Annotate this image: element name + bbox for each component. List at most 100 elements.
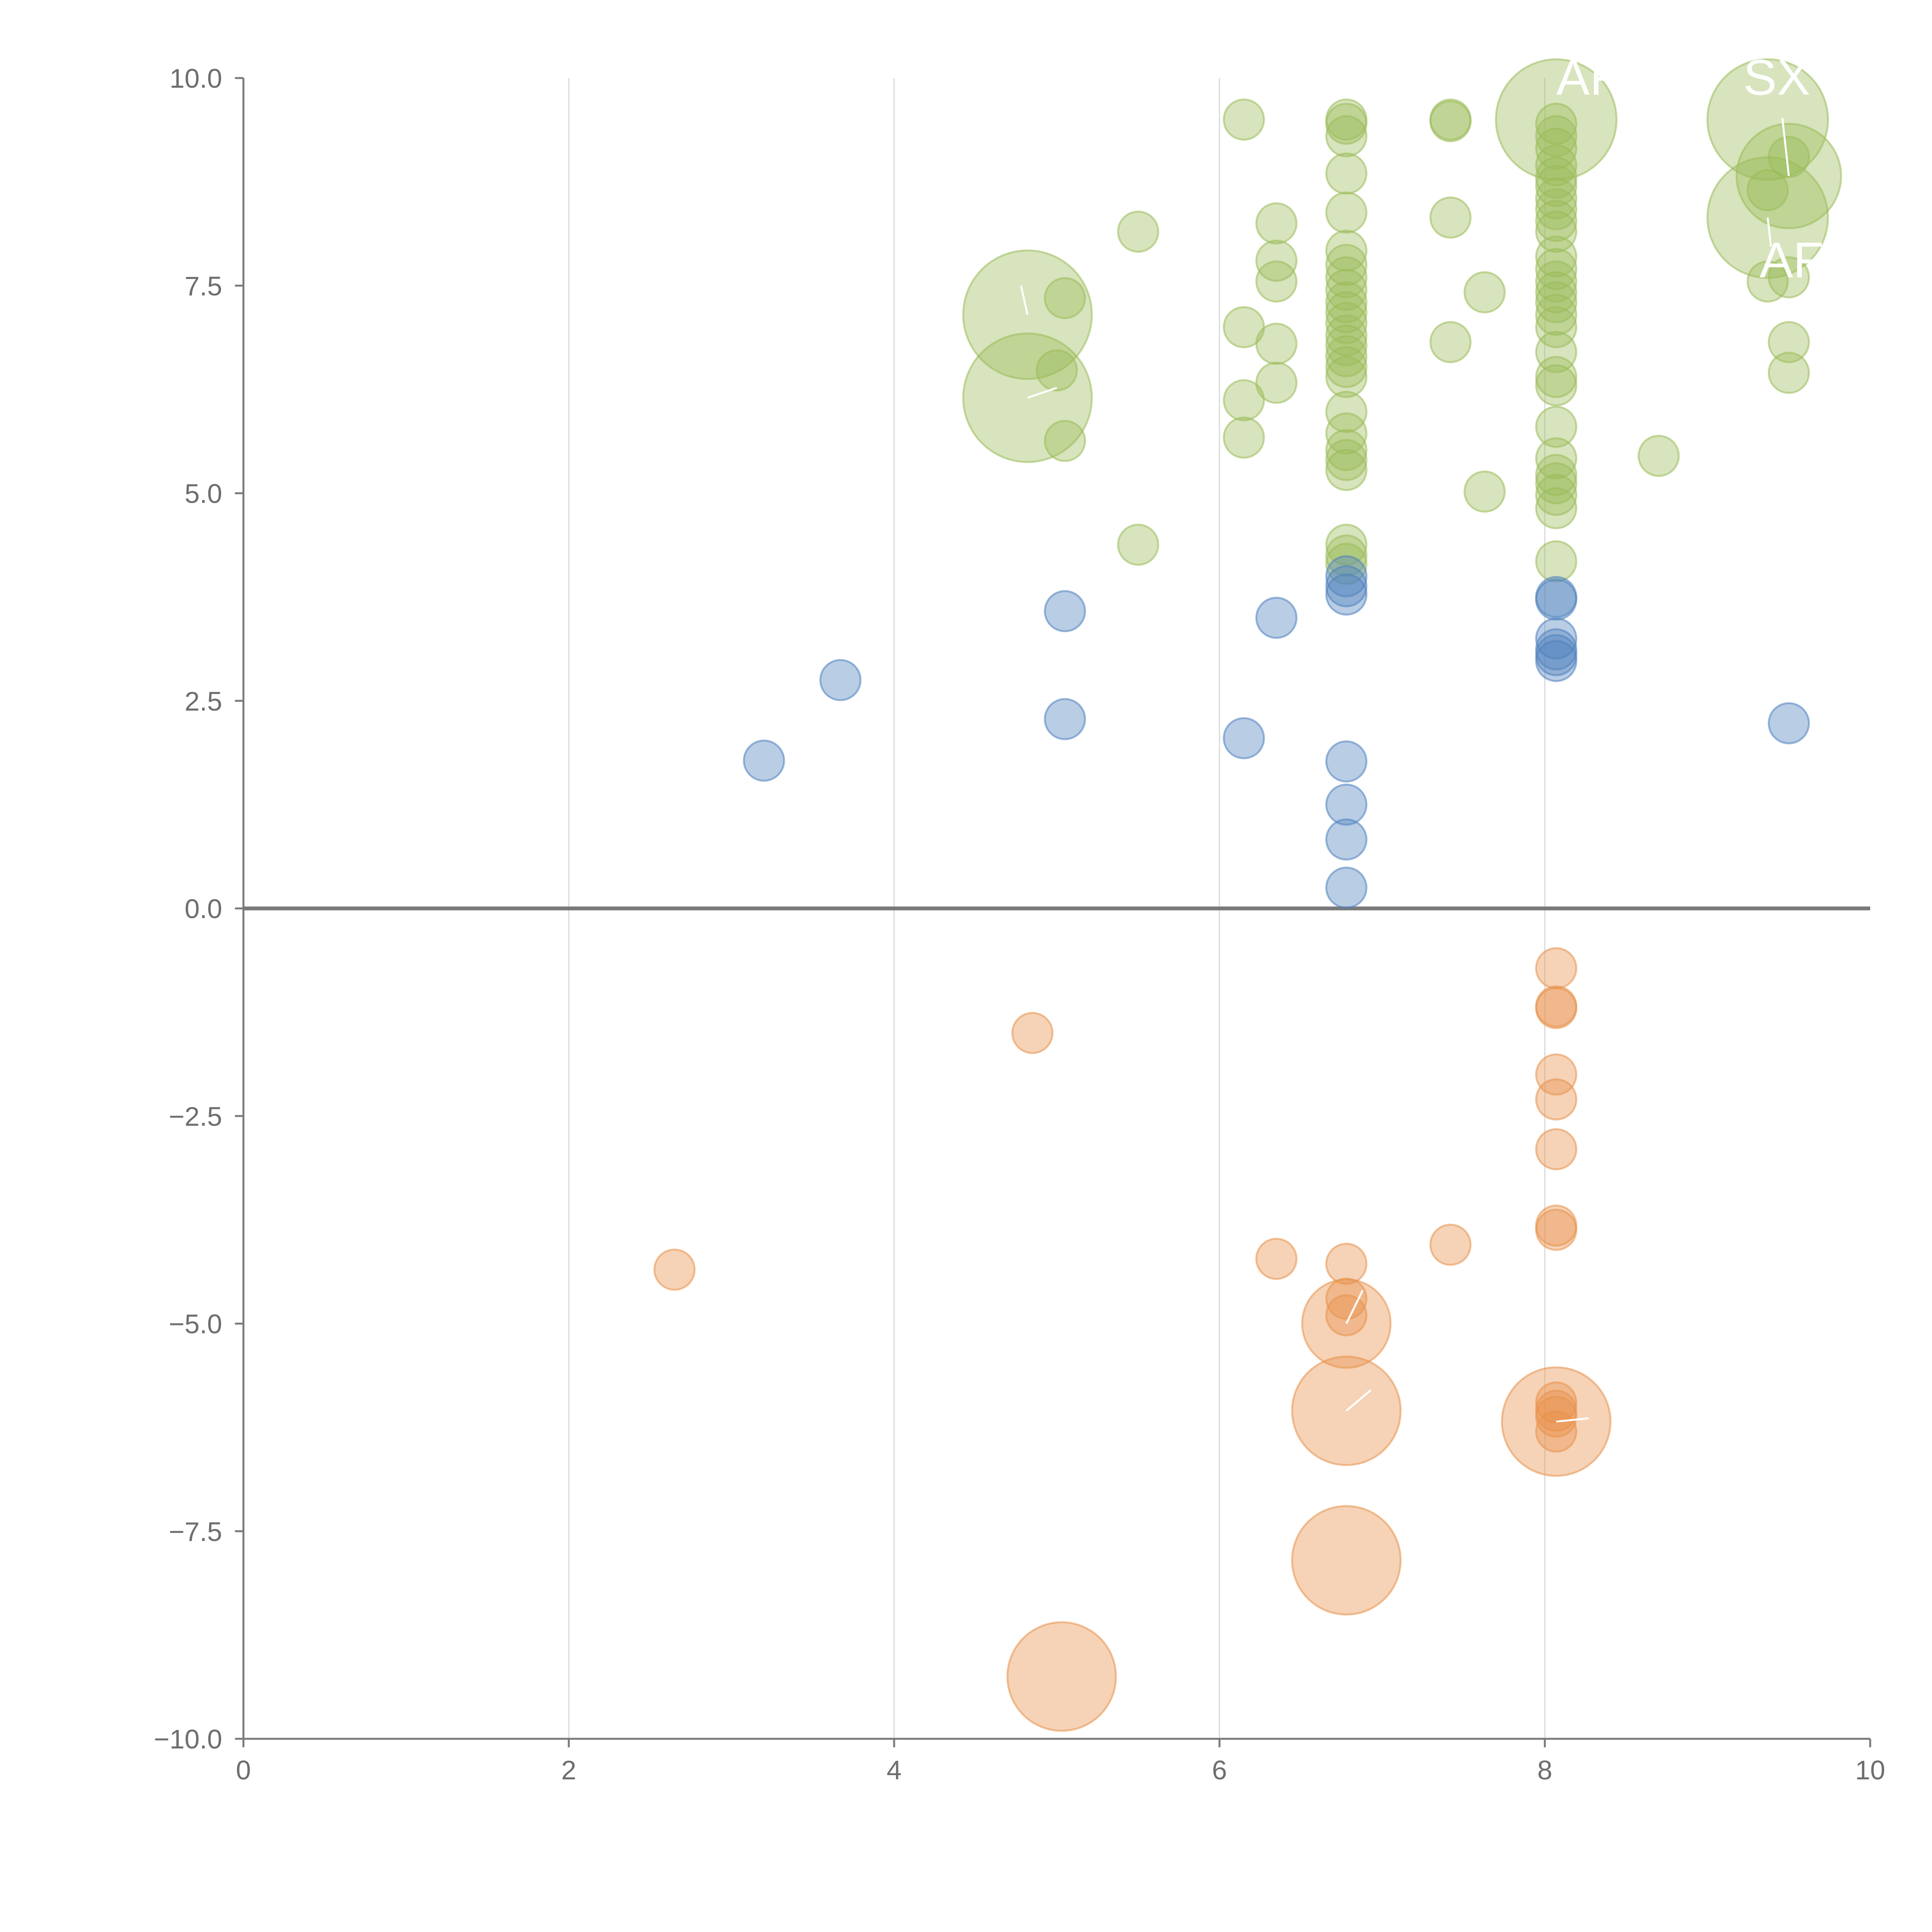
- bubble-green: [1768, 256, 1810, 299]
- bubble-green: [1325, 324, 1367, 367]
- bubble-orange: [1535, 1078, 1577, 1121]
- y-tick-label: −5.0: [169, 1309, 222, 1339]
- y-tick-label: −10.0: [154, 1724, 222, 1754]
- y-tick-label: 0.0: [185, 894, 222, 924]
- label-leader: [1027, 387, 1057, 399]
- label-leader: [1781, 117, 1790, 176]
- x-tick-label: 10: [1855, 1755, 1885, 1785]
- bubble-green: [1535, 177, 1577, 220]
- bubble-green: [1535, 271, 1577, 313]
- bubble-blue: [1535, 640, 1577, 682]
- bubble-orange: [1255, 1238, 1298, 1280]
- bubble-green: [1768, 321, 1810, 363]
- bubble-annotation: SX: [1743, 49, 1810, 105]
- bubble-orange: [653, 1248, 696, 1291]
- bubble-green: [1036, 349, 1078, 391]
- bubble-blue: [1044, 698, 1086, 740]
- bubble-green: [1325, 449, 1367, 491]
- bubble-green: [1747, 260, 1789, 303]
- bubble-orange: [1535, 1128, 1577, 1170]
- bubble-green: [1535, 200, 1577, 242]
- axis-layer: 0 2 4 6 8 10 10.0 7.5 5.0 2.5 0.0 −2.5 −5.0 −7.5 −10.0: [154, 63, 1885, 1785]
- bubble-green: [1735, 122, 1842, 230]
- bubble-blue: [743, 739, 785, 782]
- bubble-green: [1535, 462, 1577, 505]
- bubble-orange: [1006, 1621, 1117, 1732]
- bubble-green: [1535, 115, 1577, 157]
- bubble-green: [1325, 439, 1367, 481]
- bubble-green: [1325, 102, 1367, 145]
- bubble-green: [1535, 293, 1577, 336]
- bubble-green: [1535, 235, 1577, 278]
- label-leader: [1556, 1417, 1589, 1423]
- bubble-blue: [1223, 717, 1265, 759]
- bubble-green: [1535, 364, 1577, 406]
- bubble-green: [1044, 277, 1086, 319]
- y-tick-label: 5.0: [185, 479, 222, 509]
- bubble-orange: [1535, 1053, 1577, 1096]
- bubble-green: [1255, 260, 1298, 303]
- bubble-orange: [1535, 1395, 1577, 1438]
- x-tick-label: 8: [1537, 1755, 1553, 1785]
- bubble-green: [1535, 248, 1577, 290]
- bubble-blue: [1325, 783, 1367, 826]
- y-tick-label: 7.5: [185, 271, 222, 301]
- bubble-blue: [1325, 573, 1367, 616]
- bubble-blue: [1325, 818, 1367, 861]
- bubble-blue: [1768, 702, 1810, 745]
- bubble-green: [1429, 100, 1472, 143]
- bubble-green: [1535, 188, 1577, 231]
- bubble-green: [1463, 271, 1506, 313]
- bubble-orange: [1325, 1243, 1367, 1285]
- bubble-green: [1325, 291, 1367, 333]
- bubble-green: [1044, 420, 1086, 462]
- bubble-green: [1747, 169, 1789, 211]
- x-tick-label: 2: [561, 1755, 577, 1785]
- bubble-green: [1429, 321, 1472, 363]
- bubble-green: [1535, 281, 1577, 323]
- bubble-green: [1325, 115, 1367, 157]
- bubble-green: [1535, 540, 1577, 583]
- bubble-orange: [1535, 947, 1577, 990]
- bubble-green: [1535, 331, 1577, 373]
- bubble-blue: [1255, 597, 1298, 639]
- bubble-green: [1535, 211, 1577, 253]
- bubble-orange: [1011, 1012, 1054, 1054]
- bubble-green: [1535, 306, 1577, 349]
- bubble-blue: [1535, 617, 1577, 660]
- bubble-green: [1255, 202, 1298, 245]
- bubble-blue: [1325, 555, 1367, 597]
- bubble-blue: [1325, 866, 1367, 909]
- bubble-blue: [1535, 578, 1577, 621]
- bubble-green: [1535, 102, 1577, 145]
- x-tick-label: 4: [887, 1755, 902, 1785]
- bubble-green: [1706, 58, 1829, 181]
- bubble-green: [1495, 58, 1617, 181]
- bubble-blue: [819, 659, 862, 701]
- bubble-green: [1325, 256, 1367, 299]
- bubble-green: [1325, 391, 1367, 433]
- bubble-orange: [1429, 1223, 1472, 1266]
- bubble-orange: [1535, 1410, 1577, 1453]
- y-tick-label: 10.0: [170, 63, 222, 94]
- points-layer: [653, 58, 1842, 1732]
- bubble-green: [1325, 524, 1367, 566]
- bubble-green: [1535, 406, 1577, 448]
- bubble-green: [1535, 128, 1577, 170]
- bubble-green: [1325, 346, 1367, 388]
- bubble-annotation: AF: [1556, 49, 1620, 105]
- bubble-green: [1463, 470, 1506, 513]
- bubble-green: [1325, 302, 1367, 344]
- bubble-green: [1325, 356, 1367, 398]
- bubble-green: [1117, 211, 1159, 253]
- bubble-orange: [1291, 1505, 1402, 1616]
- bubble-green: [1535, 474, 1577, 516]
- bubble-green: [1638, 435, 1680, 477]
- bubble-blue: [1044, 590, 1086, 633]
- bubble-green: [1223, 417, 1265, 459]
- x-tick-label: 6: [1212, 1755, 1227, 1785]
- bubble-annotation: AF: [1760, 232, 1824, 288]
- bubble-green: [1223, 98, 1265, 141]
- bubble-green: [1223, 379, 1265, 422]
- bubble-green: [1535, 487, 1577, 529]
